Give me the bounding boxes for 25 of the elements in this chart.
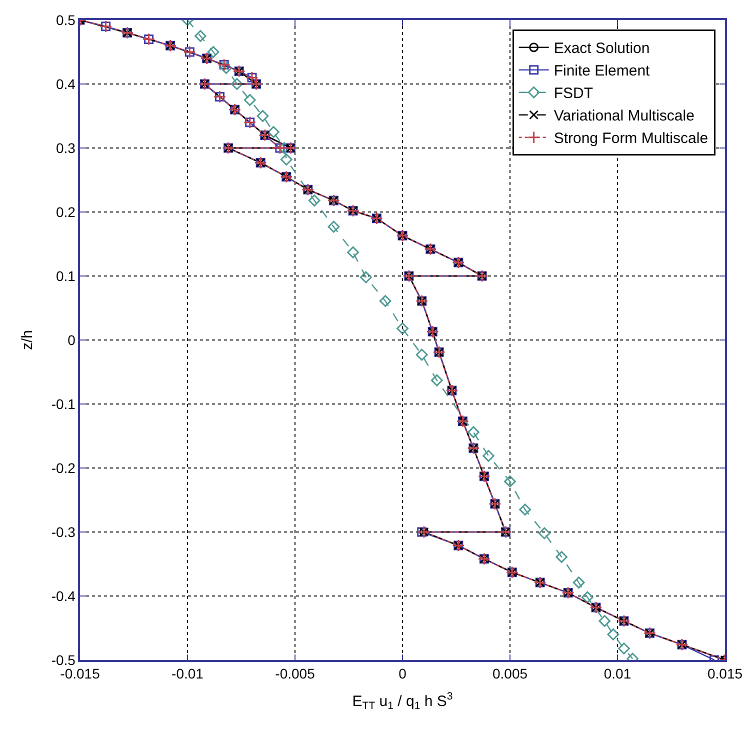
x-tick-label: 0.005 (492, 666, 528, 682)
y-tick-label: -0.5 (51, 652, 76, 668)
legend-label: Strong Form Multiscale (554, 130, 708, 148)
x-tick-label: 0.015 (707, 666, 743, 682)
y-tick-label: 0.4 (56, 76, 76, 92)
legend-label: Variational Multiscale (554, 108, 694, 125)
legend-label: Exact Solution (554, 40, 650, 58)
y-tick-label: -0.4 (51, 588, 76, 604)
x-axis-title: E$_{TT}$ u$_{1}$ / q$_{1}$ h S$^{3}$ (352, 690, 453, 712)
x-tick-label: 0 (398, 666, 407, 682)
y-tick-label: 0.3 (56, 140, 76, 156)
x-tick-label: -0.015 (60, 666, 100, 682)
y-tick-label: 0.1 (56, 268, 76, 284)
x-tick-label: -0.01 (172, 666, 204, 682)
y-tick-label: -0.2 (51, 460, 76, 476)
legend-label: FSDT (554, 85, 593, 102)
y-axis-title: z/h (19, 330, 36, 350)
y-tick-label: -0.1 (51, 396, 76, 412)
y-tick-label: -0.3 (51, 524, 76, 540)
legend-label: Finite Element (554, 62, 651, 80)
y-tick-label: 0.5 (56, 12, 76, 28)
y-tick-label: 0.2 (56, 204, 76, 220)
y-tick-label: 0 (68, 332, 76, 348)
x-tick-label: -0.005 (275, 666, 316, 682)
x-tick-label: 0.01 (604, 666, 632, 682)
